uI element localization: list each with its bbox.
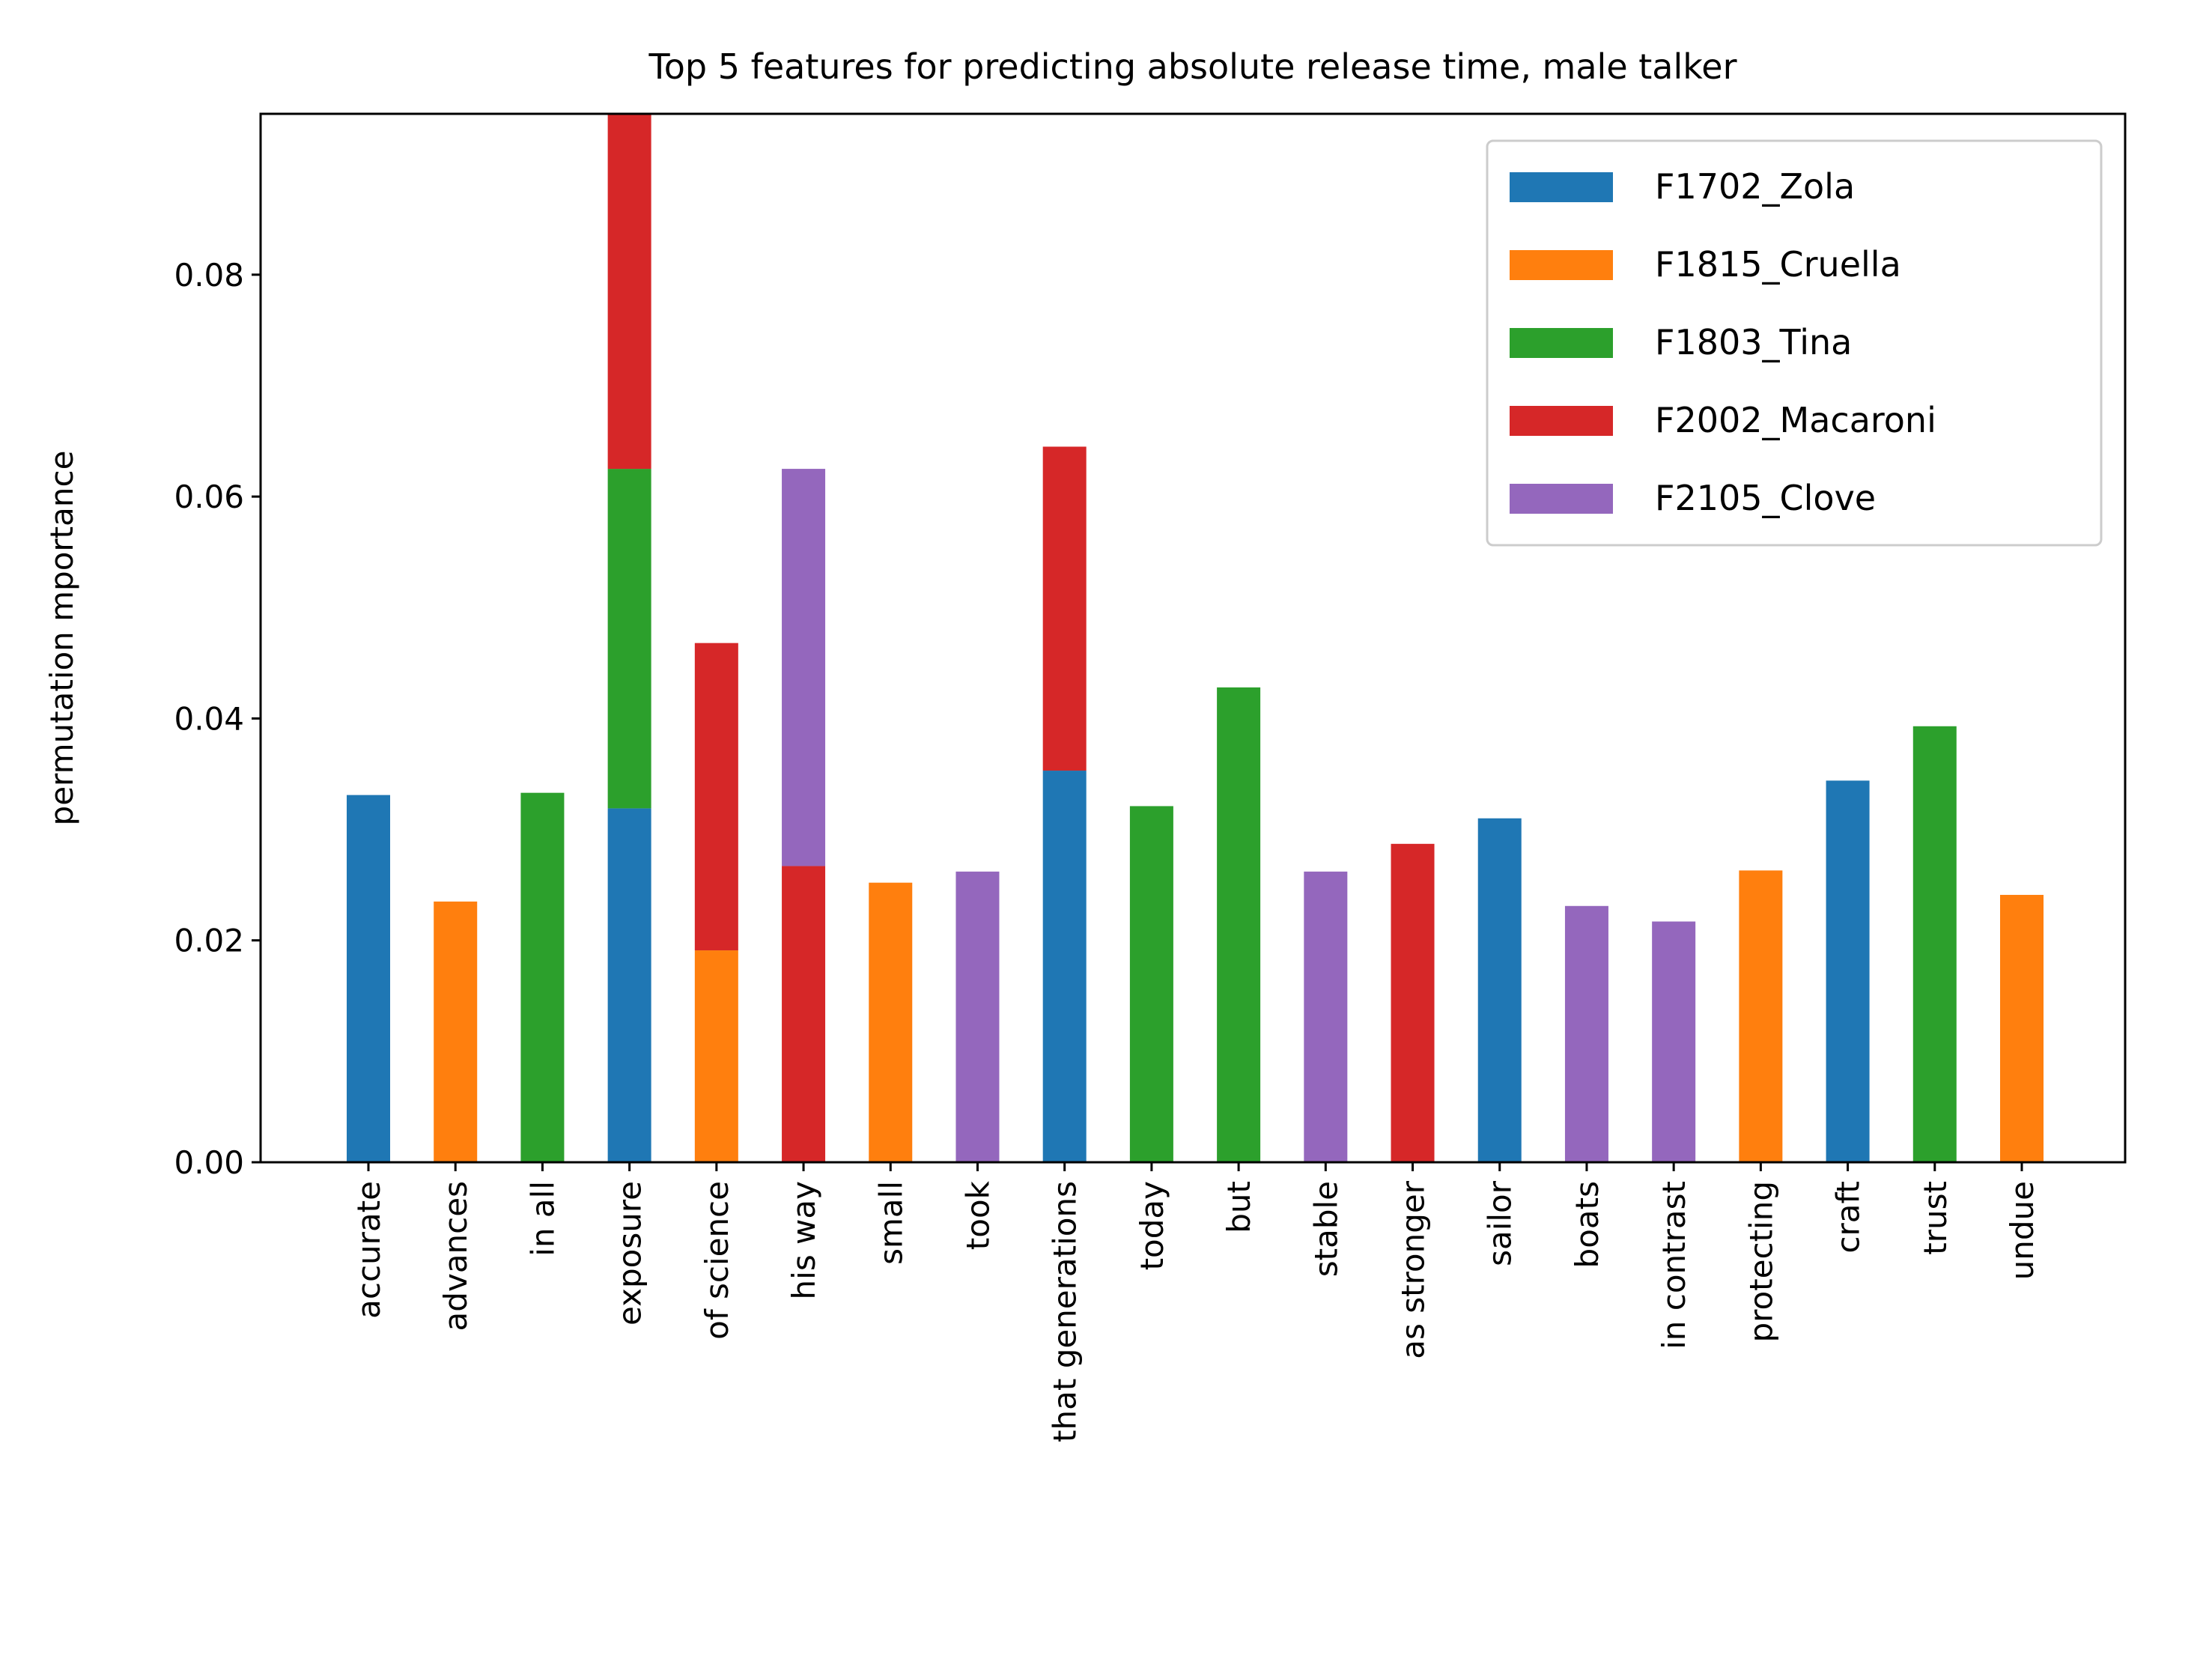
- bar-exposure-series-3: [607, 114, 651, 470]
- legend-label: F2002_Macaroni: [1655, 400, 1936, 440]
- x-axis: accurate advances in all exposure of science…: [350, 1162, 2041, 1442]
- bar-boats-series-4: [1564, 905, 1608, 1162]
- legend-swatch: [1510, 172, 1613, 202]
- y-axis-label: permutation mportance: [43, 451, 80, 826]
- x-tick-label: his way: [786, 1181, 822, 1299]
- bar-protecting-series-1: [1739, 870, 1783, 1162]
- bar-that-generations-series-0: [1042, 771, 1087, 1162]
- legend-label: F1815_Cruella: [1655, 244, 1901, 285]
- bar-that-generations-series-3: [1042, 446, 1087, 771]
- bar-small-series-1: [869, 882, 913, 1162]
- x-tick-label: small: [872, 1181, 909, 1265]
- bar-advances-series-1: [434, 901, 478, 1162]
- x-tick-label: craft: [1830, 1181, 1867, 1254]
- bar-in-all-series-2: [520, 792, 565, 1162]
- x-tick-label: in all: [524, 1181, 561, 1257]
- bar-his-way-series-4: [782, 469, 826, 866]
- bar-of-science-series-1: [694, 950, 738, 1162]
- bar-as-stronger-series-3: [1391, 843, 1435, 1162]
- x-tick-label: as stronger: [1395, 1180, 1432, 1358]
- plot-frame: [259, 112, 2127, 1164]
- legend: F1702_Zola F1815_Cruella F1803_Tina F2002_M…: [1486, 139, 2103, 547]
- y-tick-label: 0.02: [174, 923, 244, 959]
- x-tick-label: of science: [699, 1181, 735, 1340]
- x-tick-label: in contrast: [1656, 1181, 1692, 1349]
- bar-today-series-2: [1129, 806, 1173, 1162]
- y-tick-label: 0.00: [174, 1144, 244, 1181]
- bar-undue-series-1: [2000, 894, 2044, 1162]
- x-tick-label: protecting: [1742, 1181, 1779, 1343]
- y-tick-label: 0.06: [174, 479, 244, 515]
- x-tick-label: advances: [437, 1181, 474, 1331]
- bar-trust-series-2: [1912, 726, 1957, 1162]
- legend-swatch: [1510, 406, 1613, 436]
- x-tick-label: trust: [1917, 1181, 1954, 1255]
- legend-swatch: [1510, 250, 1613, 280]
- y-tick-label: 0.04: [174, 700, 244, 737]
- bar-exposure-series-2: [607, 469, 651, 809]
- bar-exposure-series-0: [607, 808, 651, 1162]
- legend-swatch: [1510, 328, 1613, 358]
- chart-title: Top 5 features for predicting absolute r…: [648, 46, 1737, 87]
- bar-stable-series-4: [1304, 871, 1348, 1162]
- x-tick-label: that generations: [1047, 1181, 1084, 1442]
- bar-accurate-series-0: [347, 795, 390, 1162]
- bar-his-way-series-3: [782, 866, 826, 1162]
- legend-label: F1702_Zola: [1655, 166, 1855, 207]
- x-tick-label: undue: [2004, 1181, 2041, 1280]
- bars-layer: [347, 114, 2044, 1162]
- x-tick-label: exposure: [612, 1181, 648, 1326]
- bar-craft-series-0: [1826, 780, 1870, 1162]
- legend-swatch: [1510, 484, 1613, 514]
- legend-label: F2105_Clove: [1655, 478, 1876, 518]
- x-tick-label: today: [1134, 1181, 1170, 1270]
- x-tick-label: accurate: [350, 1181, 387, 1319]
- y-tick-label: 0.08: [174, 257, 244, 294]
- x-tick-label: boats: [1569, 1181, 1605, 1268]
- legend-label: F1803_Tina: [1655, 322, 1852, 362]
- legend-box: [1486, 139, 2103, 547]
- x-tick-label: stable: [1307, 1181, 1344, 1277]
- bar-in-contrast-series-4: [1652, 921, 1696, 1162]
- bar-sailor-series-0: [1477, 818, 1522, 1162]
- x-tick-label: took: [959, 1180, 996, 1250]
- bar-took-series-4: [955, 871, 1000, 1162]
- bar-of-science-series-3: [694, 643, 738, 951]
- y-axis: 0.00 0.02 0.04 0.06 0.08: [174, 257, 261, 1181]
- x-tick-label: sailor: [1482, 1180, 1519, 1266]
- x-tick-label: but: [1221, 1181, 1257, 1233]
- bar-but-series-2: [1217, 687, 1261, 1162]
